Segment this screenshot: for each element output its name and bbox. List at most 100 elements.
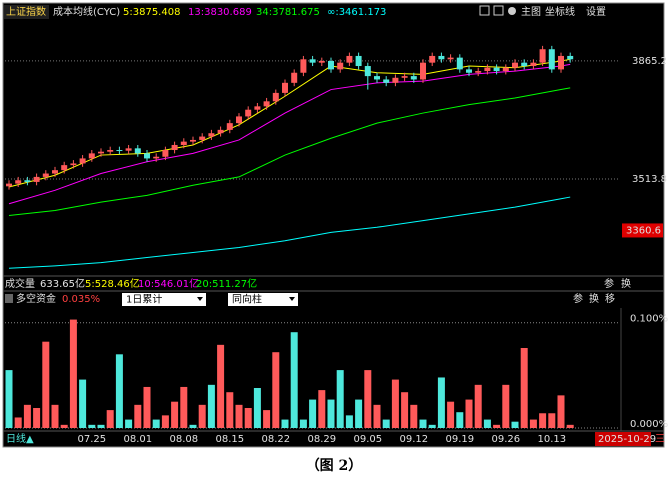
menu[interactable]: 三 <box>655 434 665 445</box>
bar <box>382 419 390 428</box>
bar <box>529 419 537 428</box>
x-tick-label: 09.26 <box>491 434 520 445</box>
x-tick-label: 08.22 <box>261 434 290 445</box>
bar <box>23 404 31 428</box>
candle-body <box>79 158 86 164</box>
bar <box>557 395 565 428</box>
ma-line <box>8 58 571 188</box>
tool[interactable]: 参 <box>604 277 614 290</box>
candle-body <box>217 129 224 134</box>
symbol-box[interactable] <box>4 5 49 19</box>
tool[interactable]: 换 <box>589 292 599 305</box>
tool[interactable]: 移 <box>605 292 615 305</box>
candle-body <box>15 180 22 184</box>
candle-body <box>493 67 500 72</box>
bar <box>456 412 464 428</box>
bar <box>318 390 326 428</box>
candle-body <box>61 165 68 171</box>
terminal-background <box>2 2 665 448</box>
select-arrow[interactable] <box>197 297 203 301</box>
bar <box>281 419 289 428</box>
bar <box>419 419 427 428</box>
favorite-icon[interactable] <box>508 7 516 15</box>
bar <box>143 386 151 428</box>
bar <box>502 384 510 428</box>
caption: （图 2） <box>306 458 363 474</box>
bar <box>115 354 123 428</box>
y-tick-label: 0.000% <box>630 419 668 430</box>
candle-body <box>300 59 307 73</box>
tool[interactable]: 坐标线 <box>545 5 575 18</box>
bar <box>226 392 234 428</box>
candle-body <box>374 76 380 80</box>
current-date: 2025-10-29 <box>598 434 656 445</box>
candle-body <box>438 55 445 60</box>
bar <box>33 408 41 428</box>
select-arrow[interactable] <box>289 297 295 301</box>
candle-body <box>190 139 196 142</box>
bar <box>428 424 436 428</box>
candle-body <box>254 106 261 110</box>
y-tick-label: 3865.2 <box>632 56 667 67</box>
bar <box>152 419 160 428</box>
x-tick-label: 09.19 <box>445 434 474 445</box>
bar <box>161 415 169 428</box>
bar <box>474 384 482 428</box>
zoom-out-icon[interactable] <box>493 5 504 16</box>
bar <box>88 424 96 428</box>
candle-body <box>107 150 114 152</box>
zoom-in-icon[interactable] <box>479 5 490 16</box>
ma-line <box>8 87 571 217</box>
help-icon[interactable] <box>5 294 13 303</box>
select-box[interactable] <box>228 293 298 306</box>
bar <box>437 377 445 428</box>
bar <box>345 415 353 428</box>
candle-body <box>530 62 537 67</box>
x-tick-label: 09.05 <box>353 434 382 445</box>
indicator: 成本均线(CYC) <box>53 5 120 18</box>
volume-item: 10:546.01亿 <box>138 277 199 290</box>
candle-body <box>42 173 49 177</box>
candle-body <box>346 55 353 63</box>
candle-body <box>337 62 344 70</box>
bar <box>483 419 491 428</box>
select-box[interactable] <box>122 293 206 306</box>
candle-body <box>70 163 77 166</box>
panel-title: 多空资金 <box>16 292 56 305</box>
tool[interactable]: 主图 <box>521 6 541 18</box>
candle-body <box>512 62 518 68</box>
bar <box>447 401 455 428</box>
candle-body <box>116 150 123 152</box>
bar <box>290 332 298 428</box>
x-tick-label: 07.25 <box>77 434 106 445</box>
symbol[interactable]: 上证指数 <box>6 5 46 18</box>
candle-body <box>52 170 58 174</box>
candle-body <box>466 69 472 73</box>
candle-body <box>309 59 316 63</box>
bar <box>364 370 372 428</box>
y-tick-label: 0.100% <box>630 314 668 325</box>
period[interactable]: 日线▲ <box>6 432 34 445</box>
candle-body <box>272 92 279 102</box>
candle-body <box>134 148 141 154</box>
bar <box>42 341 50 428</box>
bar <box>401 392 409 428</box>
select-text[interactable]: 同向柱 <box>232 293 262 306</box>
select-text[interactable]: 1日累计 <box>126 293 162 306</box>
bar <box>355 399 363 428</box>
bar <box>217 344 225 428</box>
candle-body <box>263 101 270 107</box>
bar <box>336 370 344 428</box>
tool[interactable]: 换 <box>621 277 631 290</box>
candle-body <box>548 49 555 70</box>
bar <box>79 379 87 428</box>
bar <box>198 404 206 428</box>
ma-line <box>8 63 571 205</box>
candle-body <box>355 55 362 67</box>
tool[interactable]: 参 <box>573 292 583 305</box>
candle-body <box>392 77 399 83</box>
tool[interactable]: 设置 <box>586 6 606 18</box>
candle-body <box>484 67 491 72</box>
bar <box>125 419 133 428</box>
bar <box>566 424 574 428</box>
